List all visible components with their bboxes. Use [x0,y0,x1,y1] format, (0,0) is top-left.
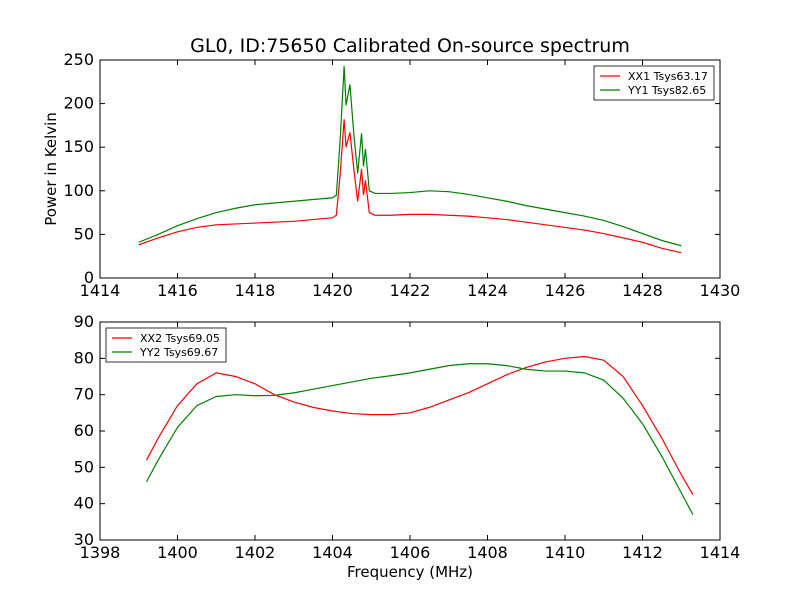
x-tick-label: 1400 [157,543,198,562]
x-tick-label: 1410 [545,543,586,562]
x-tick-label: 1404 [312,543,353,562]
y-tick-label: 0 [84,268,94,287]
y-axis-label: Power in Kelvin [42,112,60,226]
y-tick-label: 40 [74,494,94,513]
subplot-1: 1414 1416 1418 1420 1422 1424 1426 1428 1430 0 50 1… [42,50,740,300]
series-line-1-1 [138,119,682,254]
y-tick-label: 200 [63,94,94,113]
x-tick-label: 1428 [622,281,663,300]
legend-entry: XX1 Tsys63.17 [628,70,708,83]
legend-entry: YY2 Tsys69.67 [139,346,218,359]
chart-title: GL0, ID:75650 Calibrated On-source spect… [190,35,630,57]
legend-box [105,327,227,363]
x-tick-label: 1412 [622,543,663,562]
x-tick-label: 1414 [700,543,741,562]
x-tick-label: 1424 [467,281,508,300]
legend-box [593,65,715,101]
y-tick-label: 100 [63,181,94,200]
x-tick-label: 1414 [80,281,121,300]
x-tick-label: 1418 [235,281,276,300]
series-line-1-2 [138,66,682,247]
x-tick-label: 1420 [312,281,353,300]
x-tick-label: 1402 [235,543,276,562]
x-tick-label: 1422 [390,281,431,300]
y-tick-label: 250 [63,50,94,69]
y-tick-label: 70 [74,385,94,404]
series-line-2-2 [145,363,694,515]
x-axis-label: Frequency (MHz) [347,563,473,581]
x-tick-label: 1416 [157,281,198,300]
y-tick-label: 80 [74,348,94,367]
legend-entry: XX2 Tsys69.05 [140,332,220,345]
x-tick-label: 1398 [80,543,121,562]
x-tick-label: 1408 [467,543,508,562]
y-tick-label: 50 [74,457,94,476]
x-tick-label: 1430 [700,281,741,300]
x-tick-label: 1406 [390,543,431,562]
subplot-2: 1398 1400 1402 1404 1406 1408 1410 1412 1414 30 40… [74,312,741,581]
legend-entry: YY1 Tsys82.65 [627,84,706,97]
y-tick-label: 90 [74,312,94,331]
y-tick-label: 60 [74,421,94,440]
y-tick-label: 150 [63,137,94,156]
x-tick-label: 1426 [545,281,586,300]
series-line-2-1 [145,355,694,495]
y-tick-label: 30 [74,530,94,549]
y-tick-label: 50 [74,224,94,243]
